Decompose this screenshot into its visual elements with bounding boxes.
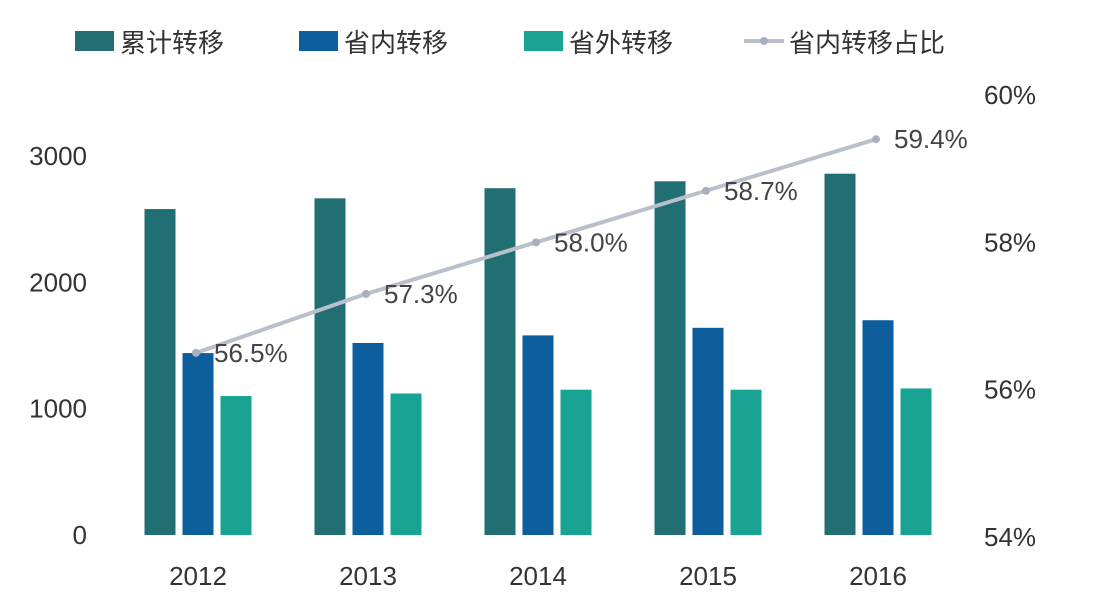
bar	[484, 188, 516, 535]
x-axis-tick-label: 2012	[169, 561, 227, 591]
x-axis-tick-label: 2013	[339, 561, 397, 591]
bar	[220, 396, 252, 535]
bars	[144, 173, 932, 536]
bar	[352, 342, 384, 535]
legend-label: 省内转移	[344, 29, 448, 59]
bar	[314, 198, 346, 536]
right-axis-tick-label: 54%	[984, 522, 1036, 552]
data-label: 59.4%	[894, 124, 968, 154]
bar	[862, 320, 894, 535]
x-axis-tick-label: 2014	[509, 561, 567, 591]
bar	[182, 353, 214, 535]
bar	[560, 389, 592, 535]
left-axis-tick-label: 2000	[29, 267, 87, 297]
legend-swatch	[524, 31, 563, 51]
line-point	[362, 289, 370, 298]
x-axis-tick-label: 2015	[679, 561, 737, 591]
legend-marker-icon	[760, 37, 768, 45]
legend-swatch	[299, 31, 338, 51]
left-axis: 0 1000 2000 3000	[29, 141, 87, 550]
data-label: 56.5%	[214, 338, 288, 368]
legend: 累计转移 省内转移 省外转移 省内转移占比	[75, 29, 945, 59]
bar	[390, 393, 422, 535]
legend-label: 省内转移占比	[789, 29, 945, 59]
line-series: 56.5% 57.3% 58.0% 58.7% 59.4%	[192, 124, 968, 368]
line-point	[872, 135, 880, 144]
right-axis-tick-label: 56%	[984, 375, 1036, 405]
data-label: 58.7%	[724, 176, 798, 206]
left-axis-tick-label: 0	[73, 520, 87, 550]
line-point	[192, 348, 200, 357]
data-label: 58.0%	[554, 227, 628, 257]
line-point	[702, 186, 710, 195]
bar	[692, 327, 724, 535]
bar	[522, 335, 554, 535]
right-axis-tick-label: 58%	[984, 227, 1036, 257]
data-label: 57.3%	[384, 279, 458, 309]
x-axis: 2012 2013 2014 2015 2016	[169, 561, 907, 591]
line-point	[532, 238, 540, 247]
x-axis-tick-label: 2016	[849, 561, 907, 591]
bar	[900, 388, 932, 535]
bar	[144, 209, 176, 535]
legend-label: 省外转移	[569, 29, 673, 59]
bar	[654, 181, 686, 535]
right-axis: 54% 56% 58% 60%	[984, 80, 1036, 552]
bar	[824, 173, 856, 536]
left-axis-tick-label: 3000	[29, 141, 87, 171]
legend-label: 累计转移	[120, 29, 224, 59]
right-axis-tick-label: 60%	[984, 80, 1036, 110]
legend-swatch	[75, 31, 114, 51]
bar	[730, 389, 762, 535]
left-axis-tick-label: 1000	[29, 394, 87, 424]
